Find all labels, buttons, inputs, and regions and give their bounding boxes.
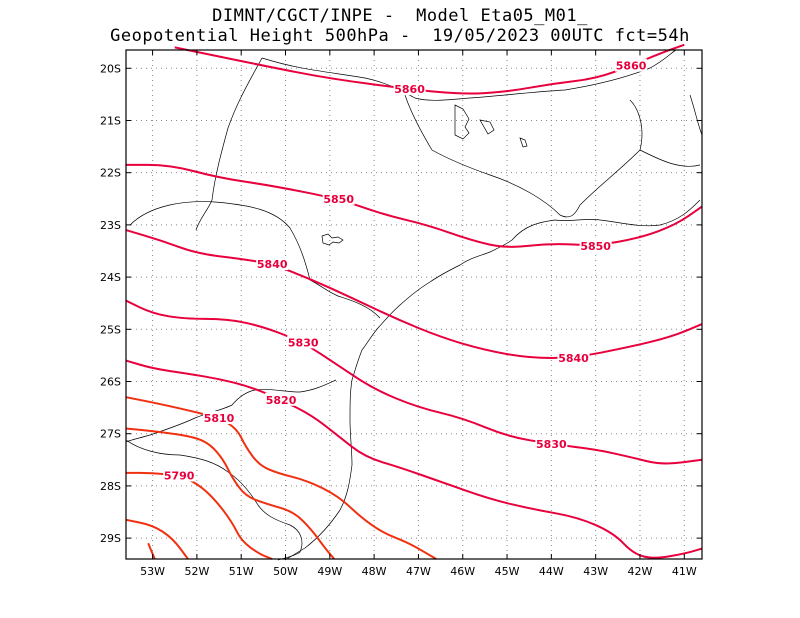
lon-tick-label: 48W [362,565,387,578]
contour-line-5780 [125,518,189,560]
lon-tick-label: 53W [140,565,165,578]
lat-tick-label: 28S [100,480,121,493]
border-path [125,379,337,443]
lon-tick-label: 49W [317,565,342,578]
contour-line-5820 [125,359,703,559]
map-frame [125,49,703,560]
coastline-path [284,199,701,561]
contour-label-bg [615,58,648,72]
contour-label-5850: 5850 [580,240,611,253]
contour-label-bg [535,437,568,451]
lon-tick-label: 51W [229,565,254,578]
border-path [125,439,303,561]
lon-tick-label: 50W [273,565,298,578]
contour-line-5830 [125,299,703,465]
contour-label-bg [203,411,236,425]
contour-label-bg [393,82,426,96]
border-path [404,94,561,216]
contour-line-5860 [174,43,685,95]
contour-label-bg [265,392,298,406]
lake-path [454,104,470,140]
contour-labels: 5860 5860 5850 5850 5840 5840 5830 5830 5820 5810… [163,58,648,482]
lat-tick-label: 21S [100,114,121,127]
contour-label-5840: 5840 [257,258,288,271]
contour-label-5850: 5850 [323,193,354,206]
contour-label-5860: 5860 [394,83,425,96]
axis-ticks: 20S 21S 22S 23S 24S 25S 26S 27S 28S 29S 53W 52W 51W 5… [100,50,702,578]
contour-label-bg [579,238,612,252]
contour-lines [125,43,703,560]
coastline-and-borders [125,49,703,561]
contour-label-5830: 5830 [536,438,567,451]
border-path [195,57,263,231]
border-path [129,201,381,319]
lat-tick-label: 29S [100,532,121,545]
contour-label-5820: 5820 [266,394,297,407]
lon-tick-label: 52W [184,565,209,578]
map-title-line-1: DIMNT/CGCT/INPE - Model Eta05_M01_ [212,6,588,26]
lake-path [479,119,495,135]
lat-tick-label: 26S [100,376,121,389]
lat-tick-label: 24S [100,271,121,284]
border-path [261,49,677,101]
lake-path [519,137,528,148]
contour-label-5840: 5840 [558,352,589,365]
contour-line-5770 [147,542,156,560]
lon-tick-label: 47W [406,565,431,578]
contour-line-5850 [125,163,703,248]
lon-tick-label: 43W [583,565,608,578]
contour-label-5790: 5790 [164,469,195,482]
contour-line-5840 [125,229,703,360]
lat-tick-label: 22S [100,167,121,180]
contour-label-bg [557,351,590,365]
lat-tick-label: 27S [100,428,121,441]
contour-line-5800 [125,427,335,560]
contour-label-bg [287,335,320,349]
contour-label-5860: 5860 [616,60,647,73]
contour-label-bg [163,468,196,482]
contour-line-5810 [125,396,437,560]
lon-tick-label: 42W [628,565,653,578]
lat-tick-label: 20S [100,62,121,75]
lat-tick-label: 23S [100,219,121,232]
border-path [689,94,703,136]
lake-path [321,233,344,246]
border-path [559,99,701,218]
contour-label-5810: 5810 [204,412,235,425]
contour-line-5790 [126,471,273,560]
graticule-grid [126,50,702,559]
lon-tick-label: 46W [450,565,475,578]
lon-tick-label: 45W [495,565,520,578]
lat-tick-label: 25S [100,323,121,336]
contour-label-5830: 5830 [288,336,319,349]
lon-tick-label: 41W [672,565,697,578]
lon-tick-label: 44W [539,565,564,578]
contour-label-bg [322,191,355,205]
map-title-line-2: Geopotential Height 500hPa - 19/05/2023 … [110,26,690,46]
contour-label-bg [256,257,289,271]
